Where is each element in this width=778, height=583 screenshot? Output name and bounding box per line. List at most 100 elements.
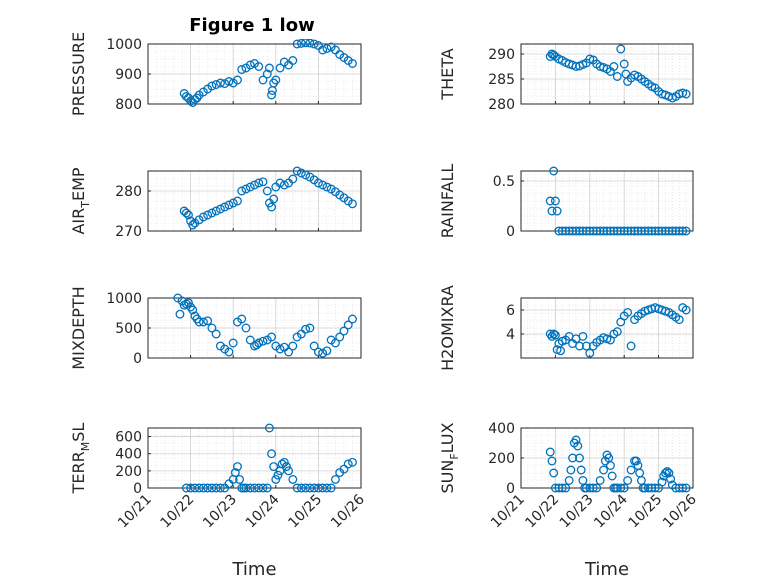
data-point xyxy=(619,226,629,236)
panel-theta: 280 285 290 THETA xyxy=(438,43,694,113)
data-point xyxy=(313,483,323,493)
data-point xyxy=(305,483,315,493)
data-point xyxy=(588,226,598,236)
data-point xyxy=(322,483,332,493)
data-point xyxy=(237,314,247,324)
data-point xyxy=(215,78,225,88)
data-point xyxy=(275,63,285,73)
data-point xyxy=(612,483,622,493)
data-point xyxy=(233,196,242,206)
x-tick-label: 10/24 xyxy=(243,491,283,531)
x-tick-label: 10/21 xyxy=(488,492,528,532)
data-point xyxy=(609,62,619,71)
data-point xyxy=(326,483,336,493)
data-point xyxy=(626,341,636,351)
y-tick-label: 200 xyxy=(115,464,142,480)
figure-title: Figure 1 low xyxy=(189,15,314,36)
data-point xyxy=(271,75,281,85)
data-point xyxy=(322,182,332,192)
data-point xyxy=(623,226,633,236)
data-point xyxy=(318,180,328,190)
data-point xyxy=(211,483,221,493)
data-point xyxy=(269,462,279,472)
y-axis-label: MIXDEPTH xyxy=(69,286,88,369)
data-point xyxy=(245,182,255,192)
data-point xyxy=(188,305,198,315)
data-point xyxy=(348,199,357,209)
data-point xyxy=(335,332,345,342)
data-point xyxy=(282,462,291,472)
data-point xyxy=(599,465,609,475)
data-point xyxy=(215,483,225,493)
panel-sun-flux: 0 200 400 SUNFLUX 10/2110/2210/2310/2410/251… xyxy=(438,421,700,580)
data-point xyxy=(585,483,595,493)
data-point xyxy=(271,474,281,484)
data-point xyxy=(554,226,564,236)
data-point xyxy=(671,483,681,493)
axes-frame xyxy=(147,170,362,232)
series-markers xyxy=(179,166,357,230)
data-point xyxy=(616,44,626,54)
data-point xyxy=(647,483,657,493)
data-point xyxy=(547,456,557,466)
y-axis-label: SUNFLUX xyxy=(438,422,461,493)
data-point xyxy=(267,202,276,212)
data-point xyxy=(228,338,238,348)
axes-background xyxy=(521,298,693,358)
data-point xyxy=(605,461,615,470)
data-point xyxy=(224,77,234,86)
data-point xyxy=(241,184,251,194)
data-point xyxy=(581,226,591,236)
data-point xyxy=(585,226,595,236)
x-tick-label: 10/26 xyxy=(328,491,368,531)
data-point xyxy=(664,226,674,236)
data-point xyxy=(545,329,555,339)
data-point xyxy=(224,347,234,357)
data-point xyxy=(194,483,204,493)
data-point xyxy=(554,483,564,493)
data-point xyxy=(220,202,230,212)
data-point xyxy=(184,298,193,308)
data-point xyxy=(250,180,259,190)
data-point xyxy=(186,483,196,493)
data-point xyxy=(550,196,560,206)
data-point xyxy=(220,79,230,89)
y-tick-label: 280 xyxy=(115,184,142,200)
axes-frame xyxy=(147,43,362,105)
y-tick-label: 600 xyxy=(115,430,142,446)
series-markers xyxy=(545,435,691,493)
data-point xyxy=(681,483,691,493)
data-point xyxy=(609,226,619,236)
data-point xyxy=(245,483,255,493)
data-point xyxy=(568,226,578,236)
data-point xyxy=(650,226,660,236)
data-point xyxy=(309,39,319,49)
data-point xyxy=(626,226,636,236)
x-tick-label: 10/23 xyxy=(557,492,597,532)
data-point xyxy=(599,226,609,236)
data-point xyxy=(275,178,285,188)
data-point xyxy=(254,338,264,348)
data-point xyxy=(612,226,622,236)
y-axis-label: PRESSURE xyxy=(69,32,88,116)
y-tick-label: 0 xyxy=(506,481,515,497)
data-point xyxy=(254,62,264,71)
data-point xyxy=(237,65,247,74)
y-tick-label: 1000 xyxy=(106,37,142,53)
y-tick-label: 200 xyxy=(488,451,515,467)
panels-group: 800 900 1000 PRESSURE 280 285 290 THETA 270 280 AI… xyxy=(69,32,700,580)
data-point xyxy=(318,348,328,358)
data-point xyxy=(643,226,653,236)
data-point xyxy=(258,177,268,187)
data-point xyxy=(181,483,191,493)
data-point xyxy=(215,204,225,214)
data-point xyxy=(592,483,602,493)
data-point xyxy=(262,69,272,79)
data-point xyxy=(322,44,332,53)
y-tick-label: 280 xyxy=(488,97,515,113)
series-markers xyxy=(181,423,357,493)
data-point xyxy=(198,483,208,493)
data-point xyxy=(623,307,633,317)
data-point xyxy=(550,483,560,493)
y-axis-label: THETA xyxy=(438,48,457,100)
